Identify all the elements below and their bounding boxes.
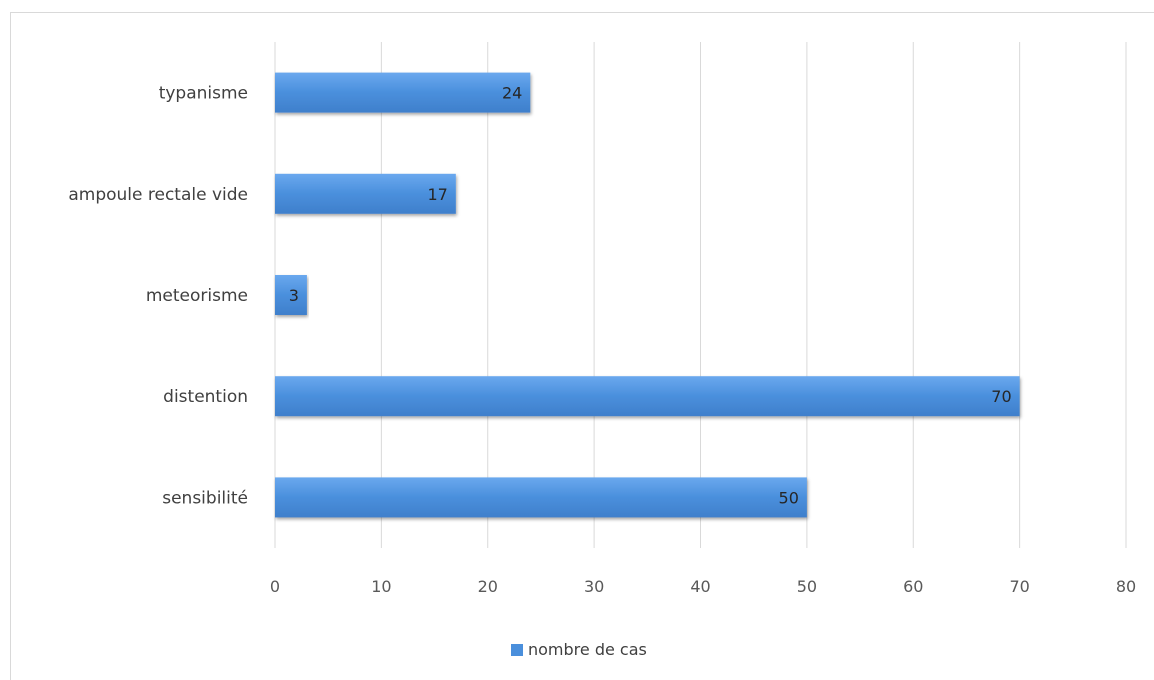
legend-label: nombre de cas: [528, 640, 647, 659]
x-tick-label-50: 50: [797, 577, 817, 596]
data-label-ampoule-rectale-vide: 17: [427, 185, 447, 204]
x-tick-label-70: 70: [1009, 577, 1029, 596]
chart-frame: [10, 12, 1154, 680]
bar-distention: [275, 376, 1020, 417]
category-label-meteorisme: meteorisme: [146, 286, 248, 306]
category-label-typanisme: typanisme: [159, 84, 248, 104]
x-tick-label-0: 0: [270, 577, 280, 596]
data-label-meteorisme: 3: [289, 286, 299, 305]
legend-swatch: [511, 644, 523, 656]
bar-typanisme: [275, 72, 531, 113]
data-label-distention: 70: [991, 387, 1011, 406]
x-tick-label-40: 40: [690, 577, 710, 596]
bar-sensibilité: [275, 477, 807, 518]
bar-meteorisme: [275, 275, 307, 315]
category-label-distention: distention: [163, 387, 248, 407]
bar-ampoule-rectale-vide: [275, 173, 456, 214]
category-label-sensibilité: sensibilité: [162, 488, 248, 508]
data-label-sensibilité: 50: [779, 488, 799, 507]
x-tick-label-30: 30: [584, 577, 604, 596]
category-label-ampoule-rectale-vide: ampoule rectale vide: [68, 185, 248, 205]
x-tick-label-20: 20: [478, 577, 498, 596]
x-tick-label-60: 60: [903, 577, 923, 596]
x-tick-label-80: 80: [1116, 577, 1136, 596]
data-label-typanisme: 24: [502, 84, 522, 103]
x-tick-label-10: 10: [371, 577, 391, 596]
